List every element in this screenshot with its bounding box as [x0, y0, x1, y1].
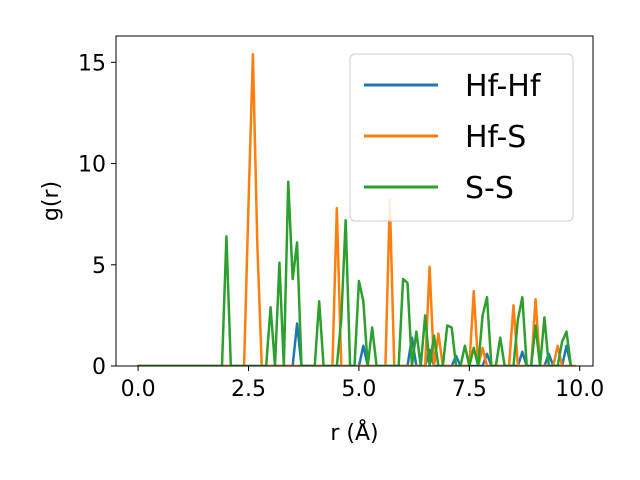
series-lines	[136, 52, 577, 366]
legend-label-hf-hf: Hf-Hf	[465, 69, 542, 104]
y-axis-label: g(r)	[39, 181, 64, 221]
plot-frame	[115, 35, 594, 367]
x-tick-label: 7.5	[452, 377, 487, 402]
legend-box	[349, 53, 574, 222]
y-tick-label: 5	[92, 254, 106, 279]
legend-label-hf-s: Hf-S	[465, 120, 526, 155]
legend-label-s-s: S-S	[465, 171, 514, 206]
y-tick-label: 10	[78, 153, 106, 178]
y-axis: 0 5 10 15	[78, 51, 116, 380]
x-tick-label: 0.0	[121, 377, 156, 402]
x-tick-label: 5.0	[341, 377, 376, 402]
series-line-s-s	[136, 180, 573, 366]
legend: Hf-Hf Hf-S S-S	[349, 53, 574, 222]
x-axis: 0.0 2.5 5.0 7.5 10.0	[121, 366, 604, 402]
x-tick-label: 10.0	[555, 377, 604, 402]
y-tick-label: 15	[78, 51, 106, 76]
x-axis-label: r (Å)	[330, 419, 378, 446]
x-tick-label: 2.5	[231, 377, 266, 402]
y-tick-label: 0	[92, 355, 106, 380]
series-line-hf-hf	[136, 322, 573, 366]
